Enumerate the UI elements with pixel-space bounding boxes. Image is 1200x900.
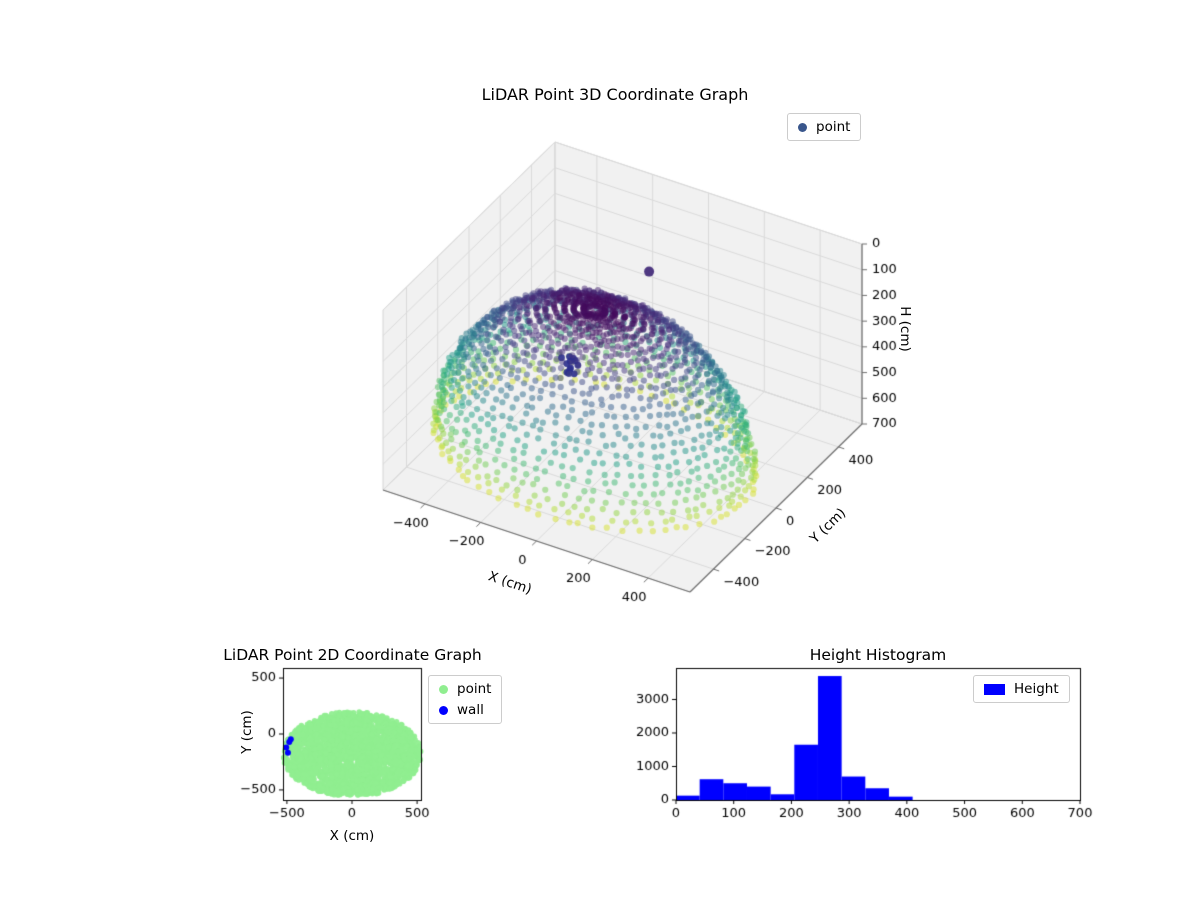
plot2d-ylabel: Y (cm): [239, 710, 255, 754]
legend-label-wall: wall: [457, 702, 484, 718]
hist-legend: Height: [973, 675, 1070, 703]
plot3d-title: LiDAR Point 3D Coordinate Graph: [481, 85, 749, 104]
legend-entry-point: point: [798, 119, 850, 135]
legend-entry-height: Height: [984, 681, 1059, 697]
plot2d-legend: point wall: [428, 675, 503, 724]
point-marker-icon: [798, 122, 807, 132]
legend-entry-point: point: [439, 681, 491, 697]
plot3d-legend: point: [787, 113, 862, 141]
legend-label-point: point: [457, 681, 492, 697]
hist-title: Height Histogram: [809, 646, 947, 664]
plot3d-zlabel: H (cm): [897, 306, 913, 352]
wall-marker-icon: [439, 705, 448, 715]
legend-entry-wall: wall: [439, 702, 491, 718]
legend-label-point: point: [816, 119, 851, 135]
point-marker-icon: [439, 684, 448, 694]
legend-label-height: Height: [1014, 681, 1059, 697]
height-patch-icon: [984, 683, 1005, 695]
plot2d-xlabel: X (cm): [329, 828, 375, 844]
plot2d-title: LiDAR Point 2D Coordinate Graph: [223, 646, 482, 664]
